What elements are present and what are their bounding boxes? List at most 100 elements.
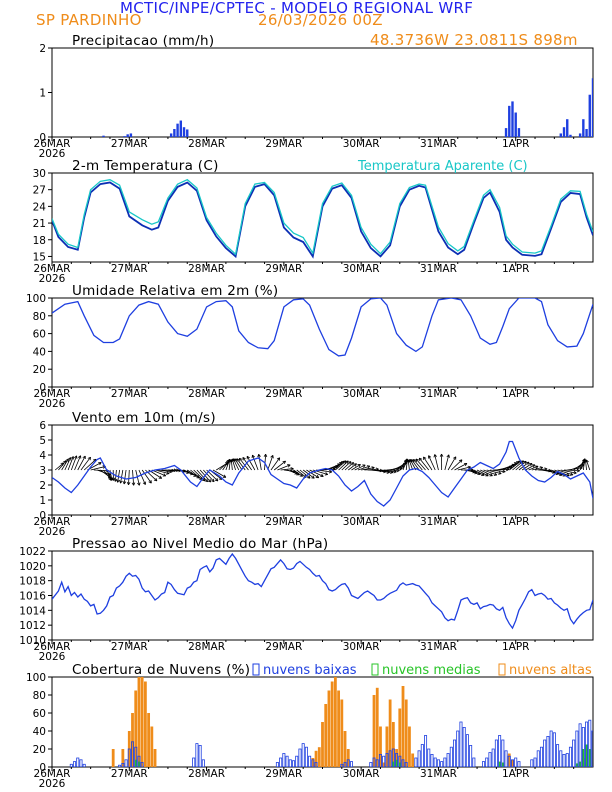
x-tick-label: 28MAR <box>188 138 225 150</box>
wind-arrow <box>341 461 352 471</box>
wind-arrow-head <box>308 475 311 479</box>
wind-arrow-head <box>163 473 167 477</box>
wind-arrow-head <box>418 458 421 462</box>
cloud-bar-low <box>343 762 347 767</box>
wind-arrow <box>141 469 152 484</box>
wind-arrow-head <box>131 482 134 486</box>
wind-arrow-head <box>252 454 255 458</box>
wind-arrow <box>128 469 130 485</box>
wind-arrow-head <box>126 481 129 485</box>
wind-arrow-head <box>583 459 586 463</box>
wind-arrow <box>344 462 354 471</box>
wind-arrow <box>252 454 259 471</box>
y-tick-label: 80 <box>33 690 46 702</box>
cloud-bar-low <box>137 755 141 767</box>
wind-arrow-head <box>265 454 268 458</box>
cloud-bar-high <box>398 708 402 767</box>
wind-arrow <box>531 467 543 471</box>
wind-arrow-head <box>548 468 552 472</box>
wind-arrow <box>476 469 489 477</box>
cloud-bar-low <box>546 736 550 767</box>
cloud-bar-low <box>279 757 283 767</box>
cloud-bar-low <box>498 735 502 767</box>
wind-arrow-head <box>349 461 352 465</box>
cloud-bar-high <box>153 749 157 767</box>
cloud-bar-low <box>543 739 547 767</box>
wind-arrow-head <box>214 479 218 482</box>
cloud-bar-low <box>414 757 418 767</box>
wind-arrow-head <box>312 475 315 479</box>
wind-arrow-head <box>263 453 266 457</box>
wind-arrow <box>547 469 563 476</box>
wind-arrow-head <box>415 458 418 462</box>
wind-arrow-head <box>203 477 206 482</box>
cloud-bar-low <box>491 748 495 767</box>
wind-arrow-head <box>246 455 250 459</box>
cloud-bar-medium <box>398 762 401 767</box>
cloud-bar-low <box>456 730 460 767</box>
wind-arrow <box>521 463 533 471</box>
wind-arrow <box>264 454 267 471</box>
cloud-bar-medium <box>498 761 501 767</box>
precip-bar <box>511 101 514 137</box>
cloud-bar-low <box>304 746 308 767</box>
wind-arrow-head <box>166 471 170 474</box>
wind-arrow-head <box>535 466 539 469</box>
wind-arrow <box>277 464 291 471</box>
wind-arrow <box>335 460 347 471</box>
wind-arrow-head <box>490 473 493 476</box>
cloud-bar-high <box>330 681 334 767</box>
x-tick-label: 1APR <box>502 263 530 275</box>
panel-data <box>52 440 593 507</box>
y-tick-label: 18 <box>33 235 46 247</box>
wind-arrow-head <box>155 477 158 482</box>
y-tick-label: 5 <box>39 435 46 447</box>
wind-arrow-head <box>329 469 333 473</box>
x-tick-label: 28MAR <box>188 641 225 653</box>
wind-arrow-head <box>569 474 573 476</box>
wind-arrow <box>120 469 124 484</box>
wind-arrow <box>451 459 463 471</box>
x-tick-label: 26MAR <box>34 388 71 400</box>
cloud-bar-high <box>137 677 141 767</box>
precip-bar <box>173 128 176 137</box>
x-tick-label: 31MAR <box>420 641 457 653</box>
cloud-bar-low <box>349 761 353 767</box>
x-tick-label: 31MAR <box>420 263 457 275</box>
wind-arrow <box>222 459 230 471</box>
series-line-temperatura-aparente <box>52 178 593 256</box>
wind-arrow-head <box>375 467 379 470</box>
panel-title: Pressao ao Nivel Medio do Mar (hPa) <box>72 536 328 552</box>
cloud-bar-low <box>295 755 299 767</box>
x-tick-label: 30MAR <box>343 768 380 780</box>
precip-bar <box>123 136 126 137</box>
location-name: SP PARDINHO <box>36 11 142 29</box>
cloud-bar-high <box>140 677 144 767</box>
wind-arrow <box>418 457 430 471</box>
wind-arrow-head <box>419 457 423 460</box>
wind-arrow <box>557 469 573 476</box>
wind-arrow-head <box>335 466 339 469</box>
wind-arrow <box>579 458 586 471</box>
legend-apparent-temperature: Temperatura Aparente (C) <box>357 159 528 174</box>
x-tick-label: 30MAR <box>343 263 380 275</box>
precip-bar <box>508 105 511 137</box>
wind-arrow <box>354 464 366 471</box>
wind-arrow-head <box>108 478 112 481</box>
cloud-bar-medium <box>588 749 591 767</box>
x-tick-label: 27MAR <box>111 263 148 275</box>
wind-arrow <box>196 469 208 482</box>
cloud-bar-low <box>369 762 373 767</box>
wind-arrow-head <box>393 471 397 474</box>
cloud-bar-high <box>314 750 318 767</box>
cloud-bar-low <box>292 760 296 767</box>
panel-data <box>52 298 593 357</box>
cloud-bar-high <box>404 699 408 767</box>
cloud-bar-low <box>76 757 80 767</box>
wind-arrow <box>151 469 166 477</box>
wind-arrow <box>138 469 146 485</box>
x-tick-label: 29MAR <box>265 641 302 653</box>
